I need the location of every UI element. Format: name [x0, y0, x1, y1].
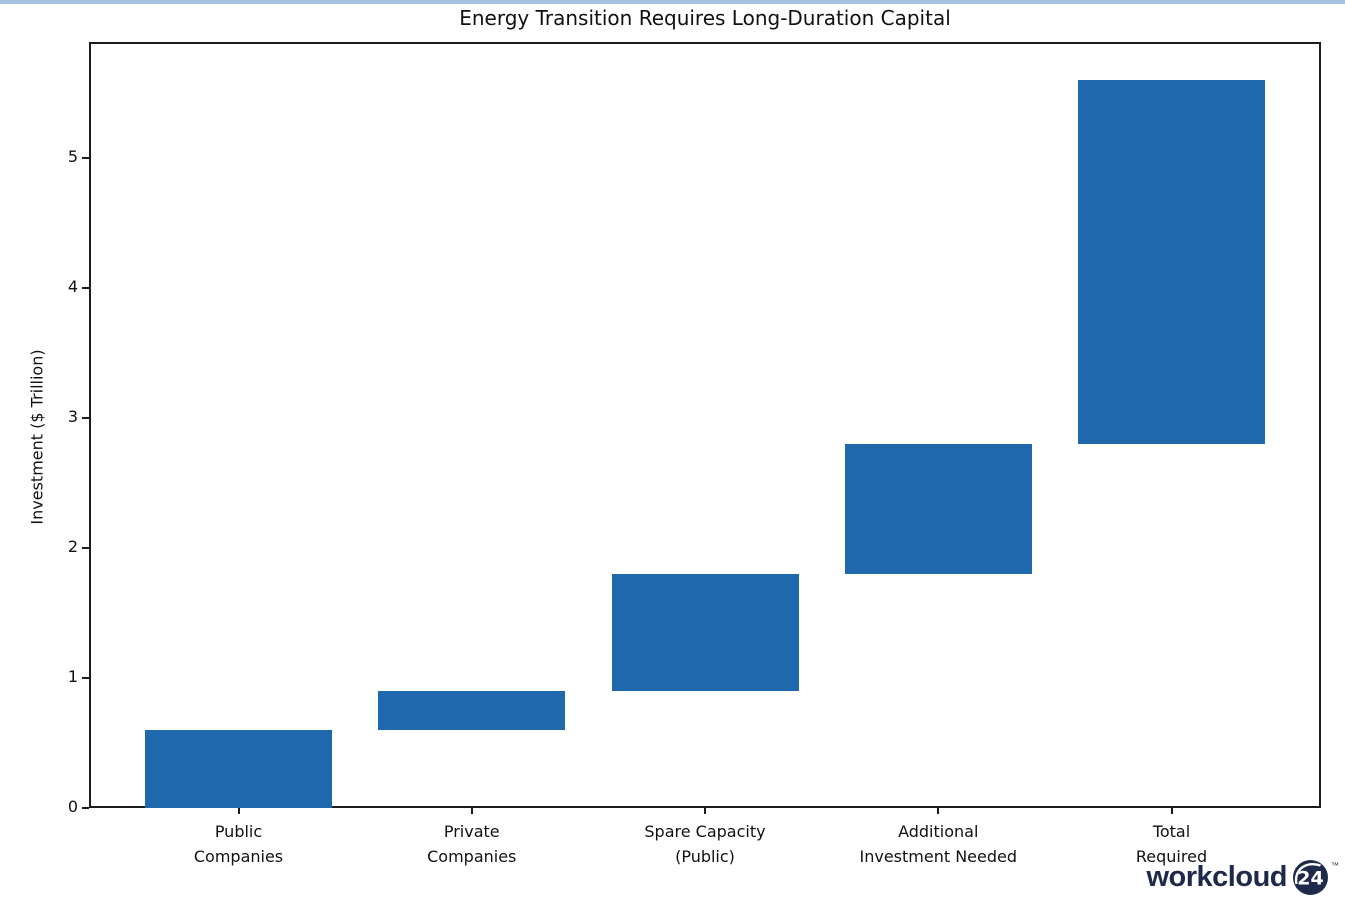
y-tick-label: 4 — [67, 277, 78, 296]
x-tick-label-1: Private Companies — [427, 822, 517, 866]
x-tick-label-2: Spare Capacity (Public) — [644, 822, 766, 866]
x-tick-label-3: Additional Investment Needed — [859, 822, 1018, 866]
y-tick-label: 2 — [67, 537, 78, 556]
svg-text:24: 24 — [1297, 868, 1323, 890]
bar-2 — [611, 574, 799, 691]
logo-trademark: ™ — [1331, 861, 1339, 870]
y-tick-label: 0 — [67, 797, 78, 816]
y-tick-mark — [82, 677, 89, 679]
logo-badge-24-icon: 24 — [1293, 860, 1328, 895]
y-tick-mark — [82, 547, 89, 549]
y-tick-mark — [82, 417, 89, 419]
bar-0 — [145, 730, 332, 808]
x-tick-mark — [470, 808, 473, 814]
x-tick-mark — [937, 808, 940, 814]
bar-3 — [844, 444, 1032, 574]
y-tick-mark — [82, 157, 89, 159]
chart-title: Energy Transition Requires Long-Duration… — [459, 6, 951, 30]
y-axis-label: Investment ($ Trillion) — [27, 349, 47, 525]
y-tick-mark — [82, 287, 89, 289]
y-tick-label: 1 — [67, 667, 78, 686]
y-tick-mark — [82, 807, 89, 809]
bar-4 — [1078, 80, 1265, 444]
logo-text: workcloud — [1146, 861, 1287, 893]
x-tick-mark — [704, 808, 706, 814]
x-tick-mark — [1170, 808, 1173, 814]
y-tick-label: 5 — [67, 147, 78, 166]
top-accent-strip — [0, 0, 1345, 4]
workcloud24-logo: workcloud 24 ™ — [1146, 859, 1339, 896]
x-tick-mark — [237, 808, 240, 814]
y-tick-label: 3 — [67, 407, 78, 426]
x-tick-label-4: Total Required — [1135, 822, 1208, 866]
bar-1 — [378, 691, 566, 730]
x-tick-label-0: Public Companies — [193, 822, 284, 866]
